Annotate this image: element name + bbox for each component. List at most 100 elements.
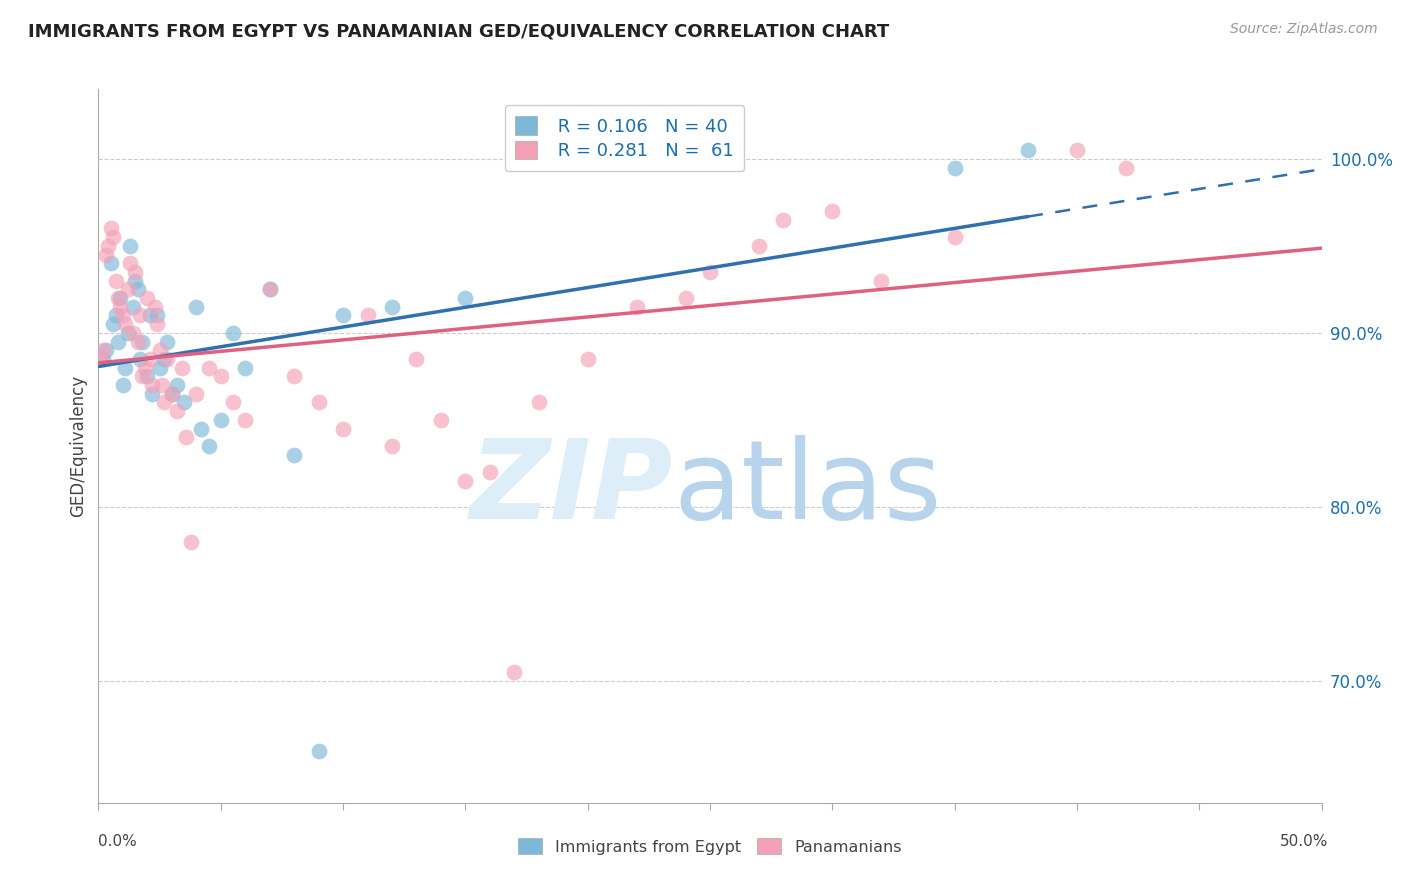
Point — [129, 351, 152, 366]
Point — [124, 274, 146, 288]
Point — [772, 212, 794, 227]
Point — [150, 378, 173, 392]
Point — [283, 369, 305, 384]
Point — [356, 309, 378, 323]
Point — [332, 421, 354, 435]
Point — [405, 351, 427, 366]
Point — [91, 351, 114, 366]
Point — [110, 291, 132, 305]
Point — [94, 247, 117, 261]
Point — [149, 360, 172, 375]
Point — [233, 360, 256, 375]
Point — [97, 239, 120, 253]
Point — [127, 334, 149, 349]
Point — [308, 395, 330, 409]
Point — [259, 282, 281, 296]
Point — [90, 351, 112, 366]
Point — [283, 448, 305, 462]
Point — [180, 534, 202, 549]
Point — [222, 326, 245, 340]
Text: 0.0%: 0.0% — [98, 834, 138, 849]
Point — [454, 291, 477, 305]
Point — [166, 378, 188, 392]
Text: IMMIGRANTS FROM EGYPT VS PANAMANIAN GED/EQUIVALENCY CORRELATION CHART: IMMIGRANTS FROM EGYPT VS PANAMANIAN GED/… — [28, 22, 890, 40]
Point — [114, 360, 136, 375]
Point — [153, 395, 176, 409]
Point — [699, 265, 721, 279]
Point — [943, 230, 966, 244]
Point — [454, 474, 477, 488]
Point — [104, 309, 127, 323]
Point — [197, 439, 219, 453]
Point — [146, 309, 169, 323]
Point — [111, 309, 134, 323]
Point — [222, 395, 245, 409]
Point — [134, 360, 156, 375]
Point — [127, 282, 149, 296]
Point — [576, 351, 599, 366]
Point — [943, 161, 966, 175]
Point — [100, 256, 122, 270]
Point — [141, 386, 163, 401]
Point — [120, 239, 142, 253]
Point — [626, 300, 648, 314]
Point — [104, 274, 127, 288]
Point — [101, 230, 124, 244]
Point — [124, 265, 146, 279]
Point — [1017, 143, 1039, 157]
Point — [131, 334, 153, 349]
Point — [478, 465, 501, 479]
Point — [173, 395, 195, 409]
Point — [259, 282, 281, 296]
Point — [141, 378, 163, 392]
Point — [107, 334, 129, 349]
Point — [190, 421, 212, 435]
Point — [170, 360, 193, 375]
Point — [107, 291, 129, 305]
Point — [233, 413, 256, 427]
Point — [332, 309, 354, 323]
Point — [136, 369, 159, 384]
Point — [381, 439, 404, 453]
Legend: Immigrants from Egypt, Panamanians: Immigrants from Egypt, Panamanians — [510, 830, 910, 863]
Point — [110, 300, 132, 314]
Point — [186, 300, 208, 314]
Y-axis label: GED/Equivalency: GED/Equivalency — [69, 375, 87, 517]
Point — [1066, 143, 1088, 157]
Point — [131, 369, 153, 384]
Point — [139, 309, 162, 323]
Point — [101, 317, 124, 331]
Point — [149, 343, 172, 358]
Point — [197, 360, 219, 375]
Point — [381, 300, 404, 314]
Point — [111, 378, 134, 392]
Point — [675, 291, 697, 305]
Point — [503, 665, 526, 680]
Point — [94, 343, 117, 358]
Point — [146, 317, 169, 331]
Point — [129, 309, 152, 323]
Point — [117, 326, 139, 340]
Text: 50.0%: 50.0% — [1281, 834, 1329, 849]
Point — [136, 291, 159, 305]
Point — [209, 413, 232, 427]
Point — [114, 317, 136, 331]
Point — [527, 395, 550, 409]
Point — [430, 413, 453, 427]
Point — [100, 221, 122, 235]
Point — [153, 351, 176, 366]
Point — [160, 386, 183, 401]
Point — [139, 351, 162, 366]
Point — [160, 386, 183, 401]
Point — [143, 300, 166, 314]
Point — [1115, 161, 1137, 175]
Text: atlas: atlas — [673, 435, 942, 542]
Text: ZIP: ZIP — [470, 435, 673, 542]
Point — [821, 204, 844, 219]
Text: Source: ZipAtlas.com: Source: ZipAtlas.com — [1230, 22, 1378, 37]
Point — [121, 326, 143, 340]
Point — [186, 386, 208, 401]
Point — [91, 343, 114, 358]
Point — [156, 334, 179, 349]
Point — [156, 351, 179, 366]
